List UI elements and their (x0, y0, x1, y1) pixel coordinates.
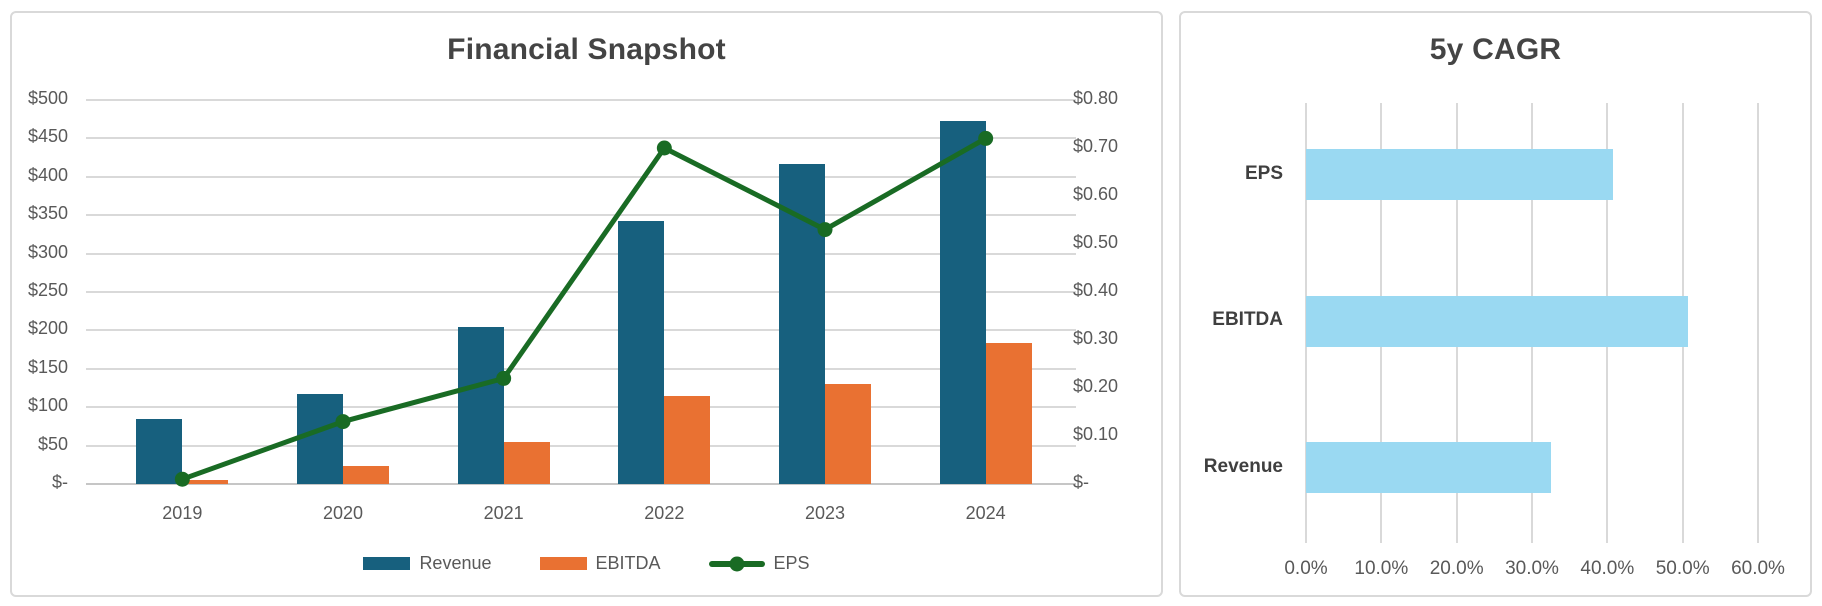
left-axis-tick-label: $500 (27, 88, 68, 108)
cagr-category-label-eps: EPS (1244, 162, 1283, 184)
bar-revenue-2024 (939, 120, 986, 484)
year-label-2023: 2023 (804, 503, 846, 523)
gridline (86, 367, 1076, 370)
right-axis-tick-label: $0.30 (1073, 328, 1119, 348)
cagr-category-label-ebitda: EBITDA (1212, 309, 1283, 330)
legend-label-revenue: Revenue (419, 553, 492, 573)
gridline (86, 175, 1076, 178)
financial-snapshot-chart-panel[interactable]: Financial Snapshot $- $50 $100 $150 $200 $250… (10, 11, 1163, 597)
percent-tick-label: 10.0% (1354, 558, 1409, 579)
left-axis-tick-label: $400 (27, 164, 68, 185)
left-axis-tick-label: $- (51, 472, 68, 492)
eps-line (181, 136, 987, 482)
left-axis-tick-label: $200 (27, 318, 68, 339)
left-axis-tick-label: $250 (27, 280, 68, 300)
legend-item-ebitda: EBITDA (539, 553, 661, 574)
percent-tick-label: 0.0% (1284, 558, 1328, 579)
left-axis-tick-label: $100 (27, 395, 68, 416)
legend-marker-dot-icon (729, 556, 745, 571)
cagr-bar-revenue (1306, 442, 1551, 493)
year-label-2020: 2020 (322, 503, 364, 523)
bar-ebitda-2024 (985, 343, 1032, 484)
eps-point-2022 (656, 140, 672, 156)
legend-swatch-ebitda-icon (539, 557, 587, 570)
gridline (86, 483, 1076, 485)
legend-swatch-revenue-icon (363, 557, 411, 570)
legend-item-eps: EPS (708, 553, 810, 574)
right-axis-tick-label: $0.60 (1073, 184, 1119, 204)
gridline (86, 214, 1076, 217)
year-label-2024: 2024 (965, 503, 1006, 523)
bar-ebitda-2020 (343, 465, 389, 484)
gridline (86, 252, 1076, 255)
percent-tick-label: 60.0% (1731, 558, 1785, 579)
gridline (86, 291, 1076, 293)
cagr-category-label-revenue: Revenue (1203, 455, 1283, 477)
right-axis-tick-label: $0.40 (1073, 280, 1119, 300)
cagr-bar-ebitda (1306, 295, 1688, 347)
year-label-2021: 2021 (483, 503, 524, 523)
gridline (86, 444, 1076, 447)
left-axis-tick-label: $150 (27, 356, 68, 377)
left-axis-tick-label: $350 (27, 203, 68, 224)
right-axis-tick-label: $0.70 (1073, 136, 1119, 156)
year-label-2019: 2019 (162, 503, 203, 523)
eps-line-layer (174, 130, 994, 487)
eps-point-2023 (817, 222, 833, 238)
eps-point-2021 (496, 370, 512, 386)
chart-legend: Revenue EBITDA EPS (12, 553, 1161, 574)
percent-tick-label: 40.0% (1580, 558, 1635, 579)
legend-swatch-eps-icon (708, 556, 765, 571)
eps-point-2020 (335, 414, 351, 430)
left-axis-tick-label: $50 (37, 433, 68, 454)
left-axis-tick-label: $300 (27, 241, 68, 262)
gridline (86, 137, 1076, 140)
bar-ebitda-2022 (664, 396, 711, 484)
bar-revenue-2022 (618, 221, 665, 484)
cagr-bar-eps (1306, 149, 1614, 200)
percent-tick-label: 30.0% (1505, 558, 1559, 579)
right-axis-tick-label: $0.50 (1073, 232, 1119, 252)
right-axis-tick-label: $0.20 (1073, 376, 1119, 396)
combo-plot-area (86, 99, 1076, 487)
bar-ebitda-2023 (825, 384, 871, 484)
right-axis-tick-label: $0.80 (1073, 88, 1119, 108)
gridline (86, 406, 1076, 409)
year-label-2022: 2022 (644, 503, 685, 523)
bar-revenue-2019 (136, 418, 183, 484)
eps-point-2024 (978, 130, 994, 146)
legend-label-eps: EPS (773, 553, 810, 573)
cagr-plot-area (1305, 103, 1759, 543)
legend-label-ebitda: EBITDA (595, 553, 661, 573)
cagr-title: 5y CAGR (1429, 33, 1562, 66)
cagr-chart-panel[interactable]: 5y CAGR EPS EBITDA Revenue 0.0% 10.0% 20.0% 3… (1179, 11, 1812, 597)
right-axis-tick-label: $0.10 (1073, 424, 1119, 444)
bar-ebitda-2021 (503, 441, 550, 484)
legend-item-revenue: Revenue (363, 553, 492, 574)
gridline (86, 99, 1076, 101)
bar-ebitda-2019 (182, 480, 229, 484)
percent-tick-label: 20.0% (1429, 558, 1484, 579)
gridline (86, 329, 1076, 332)
gridline (1757, 103, 1759, 543)
eps-point-2019 (174, 471, 190, 487)
financial-snapshot-title: Financial Snapshot (447, 33, 726, 66)
bar-revenue-2020 (297, 394, 343, 484)
percent-tick-label: 50.0% (1655, 558, 1710, 579)
left-axis-tick-label: $450 (27, 126, 68, 147)
bar-revenue-2021 (457, 326, 504, 484)
